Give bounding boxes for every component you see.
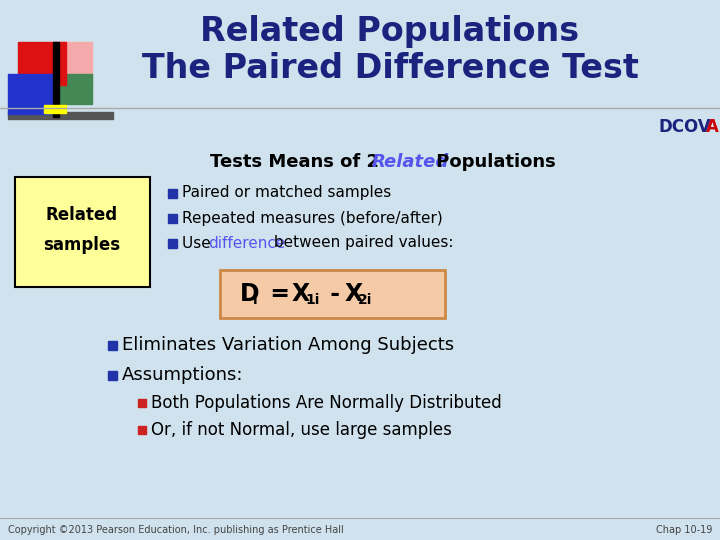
Bar [108,371,117,380]
Text: Assumptions:: Assumptions: [122,366,243,384]
Text: difference: difference [208,235,285,251]
Text: A: A [706,118,719,136]
FancyBboxPatch shape [15,177,150,287]
Text: Use: Use [182,235,215,251]
Bar [108,341,117,350]
Text: Both Populations Are Normally Distributed: Both Populations Are Normally Distribute… [151,394,502,412]
Bar [138,399,146,407]
Text: Chap 10-19: Chap 10-19 [656,525,712,535]
Text: =: = [262,282,298,306]
Text: -: - [322,282,348,306]
Bar [18,42,66,85]
Text: Related
samples: Related samples [43,206,120,254]
Bar [52,42,92,85]
Text: Copyright ©2013 Pearson Education, Inc. publishing as Prentice Hall: Copyright ©2013 Pearson Education, Inc. … [8,525,343,535]
Text: Or, if not Normal, use large samples: Or, if not Normal, use large samples [151,421,452,439]
Bar [8,112,113,119]
Text: i: i [253,293,258,307]
Bar [168,239,177,248]
Text: Paired or matched samples: Paired or matched samples [182,186,391,200]
Bar [168,189,177,198]
Bar [44,105,66,113]
Text: The Paired Difference Test: The Paired Difference Test [142,51,639,84]
Text: Related: Related [372,153,449,171]
FancyBboxPatch shape [220,270,445,318]
Text: D: D [240,282,260,306]
Text: X: X [345,282,364,306]
Text: Populations: Populations [430,153,556,171]
Text: between paired values:: between paired values: [269,235,454,251]
Bar [138,426,146,434]
Text: Eliminates Variation Among Subjects: Eliminates Variation Among Subjects [122,336,454,354]
Text: 1i: 1i [305,293,320,307]
Text: DCOV: DCOV [658,118,711,136]
Bar [52,74,92,104]
Text: Repeated measures (before/after): Repeated measures (before/after) [182,211,443,226]
Bar [53,42,59,117]
Text: X: X [292,282,310,306]
Bar [168,214,177,223]
Text: 2i: 2i [358,293,372,307]
Text: Related Populations: Related Populations [200,16,580,49]
Text: Tests Means of 2: Tests Means of 2 [210,153,385,171]
Bar [8,74,56,114]
